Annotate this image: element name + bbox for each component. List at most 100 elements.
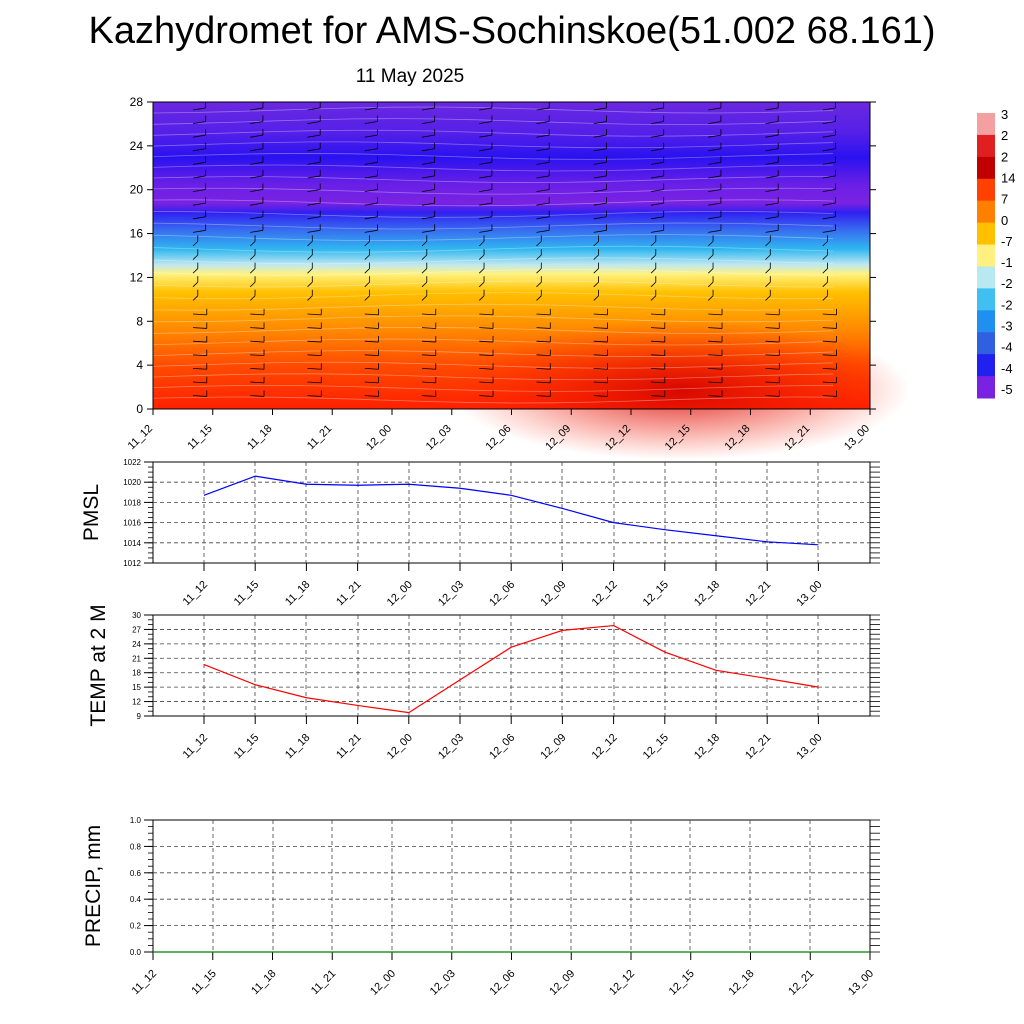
wind-barb — [364, 340, 379, 343]
wind-barb — [192, 268, 199, 274]
wind-barb — [421, 354, 436, 357]
wind-barb — [307, 313, 322, 316]
wind-barb — [650, 368, 665, 370]
wind-barb — [650, 381, 665, 384]
y-axis-label: PRECIP, mm — [82, 825, 105, 947]
wind-barb — [650, 295, 657, 301]
wind-barb — [822, 354, 837, 357]
wind-barb — [536, 241, 542, 247]
wind-barb — [250, 327, 265, 329]
wind-barb — [593, 189, 607, 192]
wind-barb — [765, 368, 780, 370]
wind-barb — [364, 161, 378, 165]
contour-line — [152, 234, 834, 241]
wind-barb — [249, 281, 256, 288]
contour-line — [152, 269, 834, 276]
wind-barb — [307, 161, 321, 165]
wind-barb — [593, 229, 607, 233]
temp-chart: 9 12 15 18 21 24 27 30 11_12 11_15 11_18 11_21 12_00… — [87, 604, 880, 762]
wind-barb — [250, 381, 265, 384]
wind-barb — [822, 327, 837, 329]
contour-line — [152, 245, 834, 253]
wind-barb — [650, 189, 664, 192]
wind-barb — [650, 202, 664, 206]
x-tick-label: 12_18 — [692, 732, 722, 762]
contour-line — [152, 303, 834, 311]
wind-barb — [650, 254, 657, 260]
wind-barb — [765, 354, 780, 357]
wind-barb — [707, 254, 714, 260]
wind-barb — [708, 189, 722, 192]
wind-barb — [250, 313, 265, 316]
x-tick-label: 12_00 — [368, 968, 398, 998]
wind-barb — [307, 327, 322, 329]
wind-barb — [822, 254, 828, 260]
wind-barb — [593, 161, 607, 165]
wind-barb — [364, 107, 378, 111]
wind-barb — [593, 395, 608, 397]
wind-barb — [822, 107, 836, 111]
wind-barb — [250, 107, 264, 111]
contour-line — [152, 129, 834, 137]
colorbar-swatch — [977, 113, 995, 136]
y-tick-label: 16 — [130, 227, 144, 241]
wind-barb — [421, 327, 436, 329]
x-tick-label: 13_00 — [846, 968, 876, 998]
wind-barb — [479, 395, 494, 397]
x-tick-label: 11_12 — [181, 732, 211, 762]
wind-barb — [822, 134, 836, 138]
wind-barb — [536, 254, 542, 260]
wind-barb — [593, 148, 607, 152]
wind-barb — [822, 281, 828, 288]
wind-barb — [421, 268, 428, 274]
y-tick-label: 24 — [130, 139, 144, 153]
wind-barb — [765, 340, 780, 343]
wind-barb — [364, 395, 379, 397]
contour-line — [152, 373, 834, 381]
wind-barb — [650, 354, 665, 357]
series-line — [203, 624, 819, 714]
wind-barb — [708, 381, 723, 384]
colorbar-swatch — [977, 134, 995, 158]
y-axis-label: TEMP at 2 M — [87, 604, 110, 726]
wind-barb — [421, 381, 436, 384]
wind-barb — [765, 254, 771, 260]
wind-barb — [479, 381, 494, 384]
y-tick-label: 1.0 — [130, 816, 142, 825]
wind-barb — [192, 327, 207, 329]
wind-barb — [536, 395, 551, 397]
colorbar-label: -4 — [1001, 361, 1013, 376]
wind-barb — [307, 254, 313, 260]
wind-barb — [250, 148, 264, 152]
wind-barb — [192, 368, 207, 370]
wind-barb — [192, 395, 207, 397]
colorbar-label: -5 — [1001, 382, 1013, 397]
wind-barb — [765, 216, 779, 220]
page-title: Kazhydromet for AMS-Sochinskoe(51.002 68… — [88, 10, 936, 52]
x-tick-label: 12_00 — [385, 732, 415, 762]
x-tick-label: 12_03 — [428, 968, 458, 998]
wind-barb — [536, 368, 551, 370]
wind-barb — [536, 354, 551, 357]
wind-barb — [192, 229, 206, 233]
x-tick-label: 12_00 — [364, 423, 394, 453]
wind-barb — [192, 216, 206, 220]
wind-barb — [421, 241, 428, 247]
wind-barb — [364, 254, 370, 260]
wind-barb — [650, 241, 657, 247]
wind-barb — [708, 313, 723, 316]
wind-barb — [765, 121, 779, 124]
y-tick-label: 8 — [136, 314, 143, 328]
colorbar-swatch — [977, 376, 995, 399]
wind-barb — [650, 216, 664, 220]
x-tick-label: 11_12 — [130, 968, 160, 998]
y-tick-label: 28 — [130, 95, 144, 109]
wind-barb — [364, 354, 379, 357]
contour-line — [152, 106, 834, 114]
wind-barb — [707, 241, 714, 247]
y-tick-label: 12 — [132, 698, 141, 707]
wind-barb — [708, 148, 722, 152]
wind-barb — [421, 161, 435, 165]
colorbar-swatch — [977, 156, 995, 180]
wind-barb — [364, 121, 378, 124]
